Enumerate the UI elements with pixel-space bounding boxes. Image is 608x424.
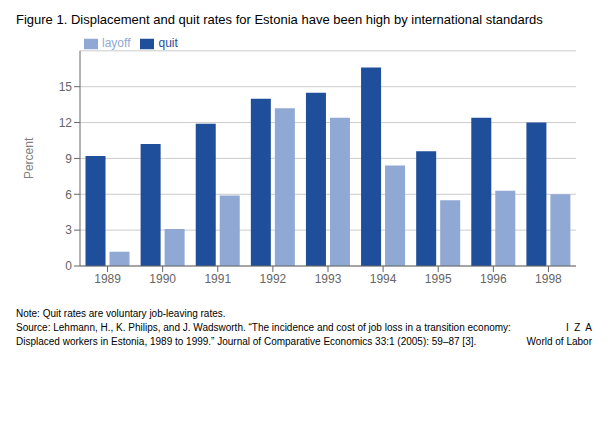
svg-text:1996: 1996: [480, 272, 507, 286]
html-text:Source: Lehmann, H., K. Philip: Source: Lehmann, H., K. Philips, and J. …: [16, 322, 511, 333]
svg-text:12: 12: [59, 116, 73, 130]
svg-text:1993: 1993: [315, 272, 342, 286]
svg-text:3: 3: [65, 223, 72, 237]
svg-text:6: 6: [65, 188, 72, 202]
svg-text:1990: 1990: [149, 272, 176, 286]
svg-text:1991: 1991: [204, 272, 231, 286]
html-text:I Z A: I Z A: [565, 322, 592, 333]
html-text:World of Labor: World of Labor: [526, 336, 592, 347]
svg-text:15: 15: [59, 80, 73, 94]
svg-text:1994: 1994: [370, 272, 397, 286]
html-text:Displaced workers in Estonia,: Displaced workers in Estonia, 1989 to 19…: [16, 336, 477, 347]
svg-text:1995: 1995: [425, 272, 452, 286]
svg-text:9: 9: [65, 152, 72, 166]
html-text:layoff: layoff: [102, 36, 131, 50]
svg-text:1989: 1989: [94, 272, 121, 286]
svg-text:1998: 1998: [535, 272, 562, 286]
svg-text:1992: 1992: [260, 272, 287, 286]
html-text:Note: Quit rates are voluntary: Note: Quit rates are voluntary job-leavi…: [16, 308, 226, 319]
html-text:quit: quit: [158, 36, 178, 50]
svg-text:Percent: Percent: [22, 137, 36, 179]
html-text:Figure 1. Displacement and qui: Figure 1. Displacement and quit rates fo…: [16, 12, 543, 27]
svg-text:0: 0: [65, 259, 72, 273]
